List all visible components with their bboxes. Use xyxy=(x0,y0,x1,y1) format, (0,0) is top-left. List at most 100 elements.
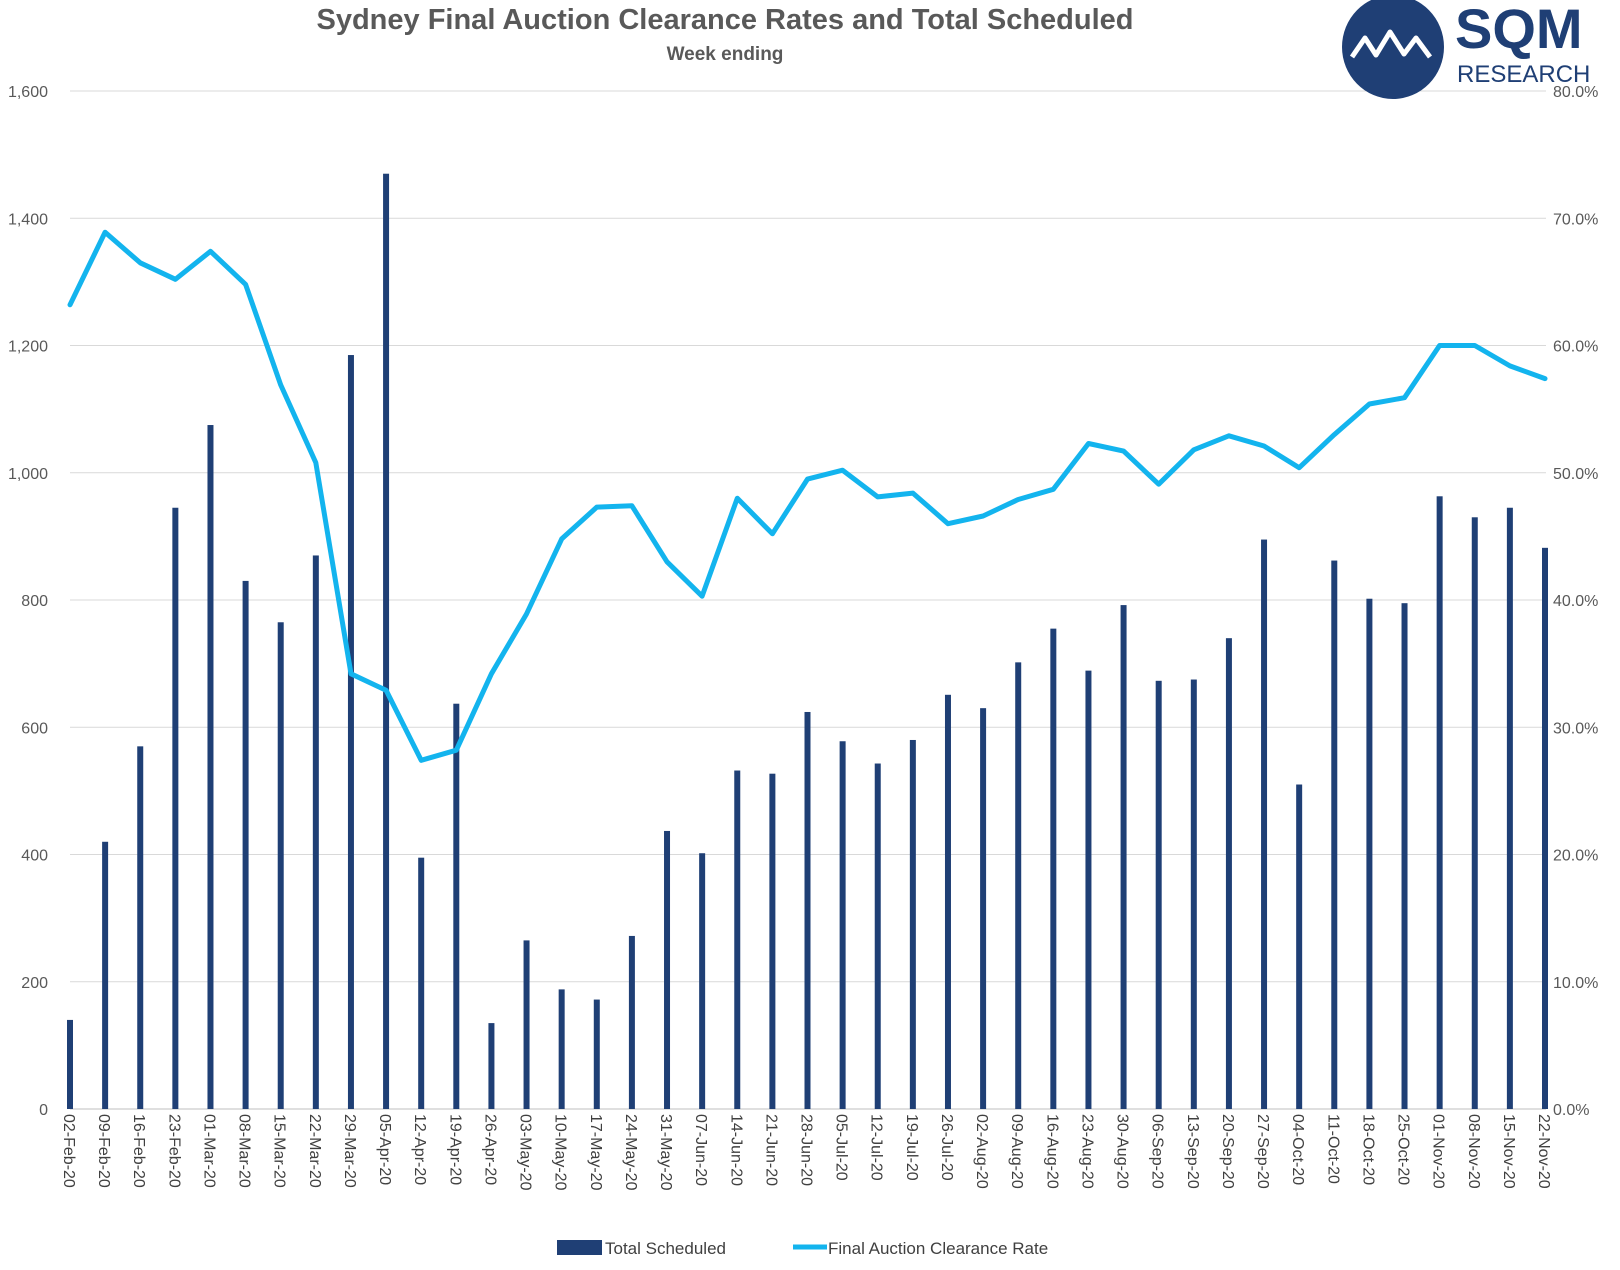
chart-subtitle: Week ending xyxy=(666,44,784,65)
chart-title: Sydney Final Auction Clearance Rates and… xyxy=(316,4,1134,36)
x-tick-label: 21-Jun-20 xyxy=(762,1114,779,1186)
x-tick-label: 16-Feb-20 xyxy=(130,1114,147,1188)
x-tick-label: 11-Oct-20 xyxy=(1324,1114,1341,1184)
bar xyxy=(1155,680,1162,1109)
logo-brand: SQM xyxy=(1455,0,1583,60)
legend-label-total-scheduled: Total Scheduled xyxy=(605,1239,726,1258)
bar xyxy=(1190,679,1197,1109)
x-axis: 02-Feb-20 09-Feb-20 16-Feb-20 23-Feb-20 01-M… xyxy=(60,1114,1552,1191)
y-right-tick-label: 70.0% xyxy=(1553,211,1598,228)
bar xyxy=(67,1019,73,1109)
x-tick-label: 06-Sep-20 xyxy=(1149,1114,1166,1189)
x-tick-label: 08-Nov-20 xyxy=(1465,1114,1482,1189)
bar xyxy=(277,622,284,1109)
x-tick-label: 15-Nov-20 xyxy=(1500,1114,1517,1189)
x-tick-label: 23-Feb-20 xyxy=(165,1114,182,1188)
x-tick-label: 07-Jun-20 xyxy=(692,1114,709,1186)
bar xyxy=(734,770,741,1109)
bar xyxy=(1542,547,1548,1109)
y-left-tick-label: 200 xyxy=(21,975,48,992)
x-tick-label: 03-May-20 xyxy=(517,1114,534,1191)
legend-swatch-total-scheduled xyxy=(557,1240,602,1255)
x-tick-label: 29-Mar-20 xyxy=(341,1114,358,1188)
x-tick-label: 23-Aug-20 xyxy=(1078,1114,1095,1189)
bar xyxy=(1366,598,1373,1109)
y-axis-right: 0.0% 10.0% 20.0% 30.0% 40.0% 50.0% 60.0% 70.0% 8… xyxy=(1553,84,1598,1119)
legend: Total Scheduled Final Auction Clearance … xyxy=(557,1239,1048,1258)
bar xyxy=(558,989,565,1109)
x-tick-label: 30-Aug-20 xyxy=(1114,1114,1131,1189)
x-tick-label: 13-Sep-20 xyxy=(1184,1114,1201,1189)
x-tick-label: 25-Oct-20 xyxy=(1395,1114,1412,1185)
bar xyxy=(1436,496,1443,1109)
y-right-tick-label: 20.0% xyxy=(1553,848,1598,865)
bar xyxy=(172,507,179,1109)
bar xyxy=(488,1023,495,1109)
x-tick-label: 16-Aug-20 xyxy=(1043,1114,1060,1189)
y-right-tick-label: 0.0% xyxy=(1553,1102,1589,1119)
bar xyxy=(1015,662,1022,1109)
x-tick-label: 19-Apr-20 xyxy=(446,1114,463,1185)
y-left-tick-label: 800 xyxy=(21,593,48,610)
x-tick-label: 14-Jun-20 xyxy=(727,1114,744,1186)
bar xyxy=(1401,603,1408,1109)
x-tick-label: 27-Sep-20 xyxy=(1254,1114,1271,1189)
bar xyxy=(909,739,916,1109)
bar xyxy=(874,763,881,1109)
bar xyxy=(383,173,390,1109)
x-tick-label: 01-Nov-20 xyxy=(1430,1114,1447,1189)
mountain-icon xyxy=(1349,29,1433,59)
x-tick-label: 09-Aug-20 xyxy=(1008,1114,1025,1189)
x-tick-label: 12-Jul-20 xyxy=(868,1114,885,1181)
logo-sub: RESEARCH xyxy=(1457,61,1590,88)
y-axis-left: 0 200 400 600 800 1,000 1,200 1,400 1,600 xyxy=(8,84,48,1119)
x-tick-label: 05-Apr-20 xyxy=(376,1114,393,1185)
x-tick-label: 18-Oct-20 xyxy=(1359,1114,1376,1185)
x-tick-label: 31-May-20 xyxy=(657,1114,674,1191)
bar xyxy=(769,773,776,1109)
y-right-tick-label: 30.0% xyxy=(1553,720,1598,737)
bar xyxy=(1296,784,1303,1109)
y-left-tick-label: 400 xyxy=(21,848,48,865)
legend-label-clearance-rate: Final Auction Clearance Rate xyxy=(828,1239,1048,1258)
line-series xyxy=(67,229,1548,763)
x-tick-label: 02-Feb-20 xyxy=(60,1114,77,1188)
bar xyxy=(523,940,530,1109)
y-left-tick-label: 0 xyxy=(39,1102,48,1119)
x-tick-label: 12-Apr-20 xyxy=(411,1114,428,1185)
bar xyxy=(418,857,425,1109)
x-tick-label: 26-Apr-20 xyxy=(481,1114,498,1185)
x-tick-label: 01-Mar-20 xyxy=(200,1114,217,1188)
bar xyxy=(1471,517,1478,1109)
bar-series xyxy=(67,173,1548,1109)
bar xyxy=(453,703,460,1109)
bar xyxy=(628,935,635,1109)
x-tick-label: 15-Mar-20 xyxy=(271,1114,288,1188)
y-right-tick-label: 50.0% xyxy=(1553,466,1598,483)
y-left-tick-label: 1,200 xyxy=(8,339,48,356)
bar xyxy=(312,555,319,1109)
x-tick-label: 20-Sep-20 xyxy=(1219,1114,1236,1189)
x-tick-label: 22-Mar-20 xyxy=(306,1114,323,1188)
y-left-tick-label: 1,400 xyxy=(8,211,48,228)
y-right-tick-label: 40.0% xyxy=(1553,593,1598,610)
x-tick-label: 09-Feb-20 xyxy=(95,1114,112,1188)
y-right-tick-label: 60.0% xyxy=(1553,339,1598,356)
x-tick-label: 10-May-20 xyxy=(552,1114,569,1191)
logo-circle xyxy=(1342,0,1444,99)
x-tick-label: 08-Mar-20 xyxy=(236,1114,253,1188)
x-tick-label: 05-Jul-20 xyxy=(833,1114,850,1181)
y-left-tick-label: 1,000 xyxy=(8,466,48,483)
bar xyxy=(980,708,987,1109)
x-tick-label: 19-Jul-20 xyxy=(903,1114,920,1181)
bar xyxy=(137,746,144,1109)
bar xyxy=(1506,507,1513,1109)
x-tick-label: 24-May-20 xyxy=(622,1114,639,1191)
bar xyxy=(839,741,846,1109)
bar xyxy=(1085,670,1092,1109)
y-right-tick-label: 10.0% xyxy=(1553,975,1598,992)
bar xyxy=(804,711,811,1109)
sqm-research-logo: SQM RESEARCH xyxy=(1342,0,1590,99)
y-left-tick-label: 600 xyxy=(21,720,48,737)
